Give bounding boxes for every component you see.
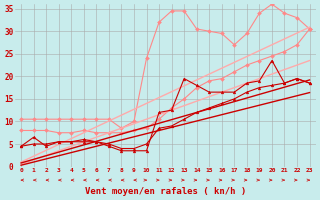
X-axis label: Vent moyen/en rafales ( kn/h ): Vent moyen/en rafales ( kn/h ): [85, 187, 246, 196]
